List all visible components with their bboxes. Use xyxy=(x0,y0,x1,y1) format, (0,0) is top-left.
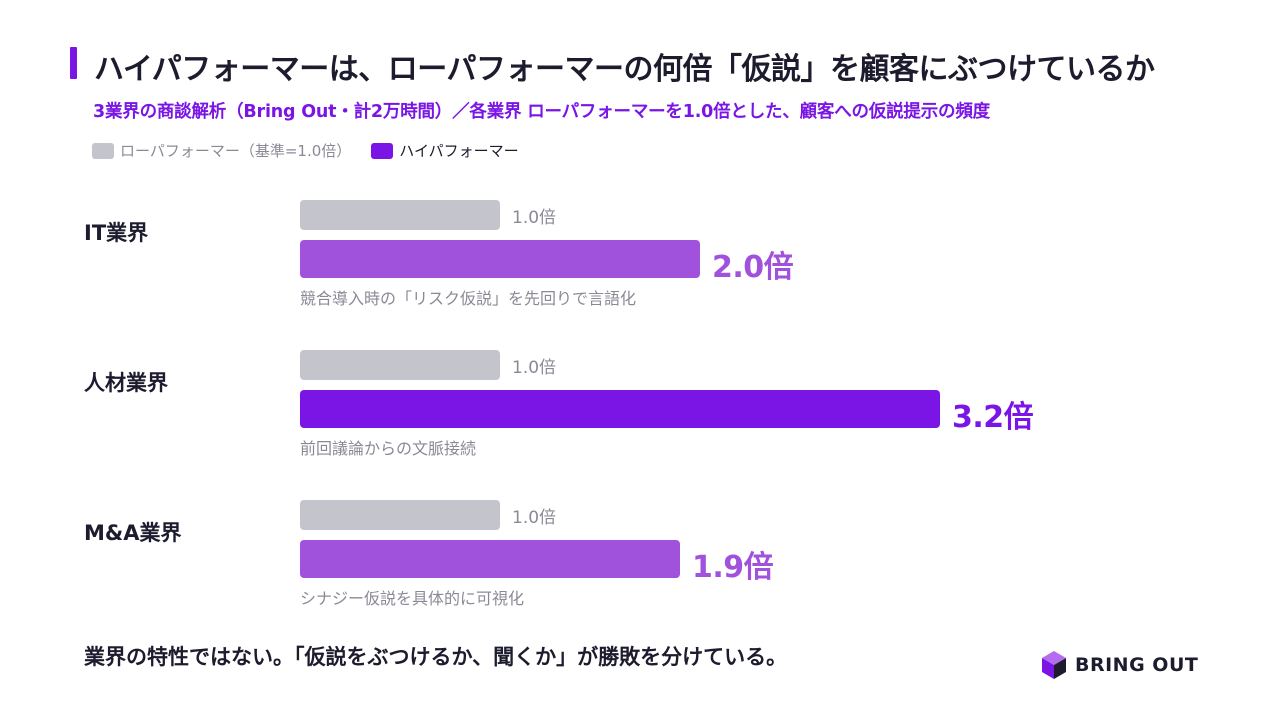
industry-label: M&A業界 xyxy=(84,521,182,545)
legend-item-high: ハイパフォーマー xyxy=(371,140,519,161)
legend-label-low: ローパフォーマー（基準=1.0倍） xyxy=(120,142,352,160)
industry-label: IT業界 xyxy=(84,221,149,245)
logo-text: BRING OUT xyxy=(1075,654,1199,676)
bar-value-high: 1.9倍 xyxy=(692,550,774,585)
bar-value-low: 1.0倍 xyxy=(512,208,557,228)
page-title: ハイパフォーマーは、ローパフォーマーの何倍「仮説」を顧客にぶつけているか xyxy=(94,52,1155,87)
bar-value-high: 2.0倍 xyxy=(712,250,794,285)
industry-label: 人材業界 xyxy=(84,371,168,395)
bar-value-high: 3.2倍 xyxy=(952,400,1034,435)
legend-swatch-high xyxy=(371,142,394,159)
bar-low-performer xyxy=(300,500,500,530)
brand-logo: BRING OUT xyxy=(1041,650,1198,680)
bar-value-low: 1.0倍 xyxy=(512,508,557,528)
bar-note: 競合導入時の「リスク仮説」を先回りで言語化 xyxy=(300,289,637,308)
title-accent-bar xyxy=(70,47,77,79)
bar-high-performer xyxy=(300,540,680,578)
bar-value-low: 1.0倍 xyxy=(512,358,557,378)
legend-swatch-low xyxy=(92,142,114,159)
bar-low-performer xyxy=(300,200,500,230)
bar-note: 前回議論からの文脈接続 xyxy=(300,439,477,458)
legend-item-low: ローパフォーマー（基準=1.0倍） xyxy=(92,140,351,161)
legend-label-high: ハイパフォーマー xyxy=(399,142,519,160)
bar-note: シナジー仮説を具体的に可視化 xyxy=(300,589,525,608)
page-subtitle: 3業界の商談解析（Bring Out・計2万時間）／各業界 ローパフォーマーを1… xyxy=(93,102,990,122)
footer-message: 業界の特性ではない。「仮説をぶつけるか、聞くか」が勝敗を分けている。 xyxy=(84,645,788,669)
chart-legend: ローパフォーマー（基準=1.0倍） ハイパフォーマー xyxy=(92,140,539,161)
bar-high-performer xyxy=(300,240,700,278)
bar-low-performer xyxy=(300,350,500,380)
cube-icon xyxy=(1042,651,1066,679)
bar-high-performer xyxy=(300,390,940,428)
